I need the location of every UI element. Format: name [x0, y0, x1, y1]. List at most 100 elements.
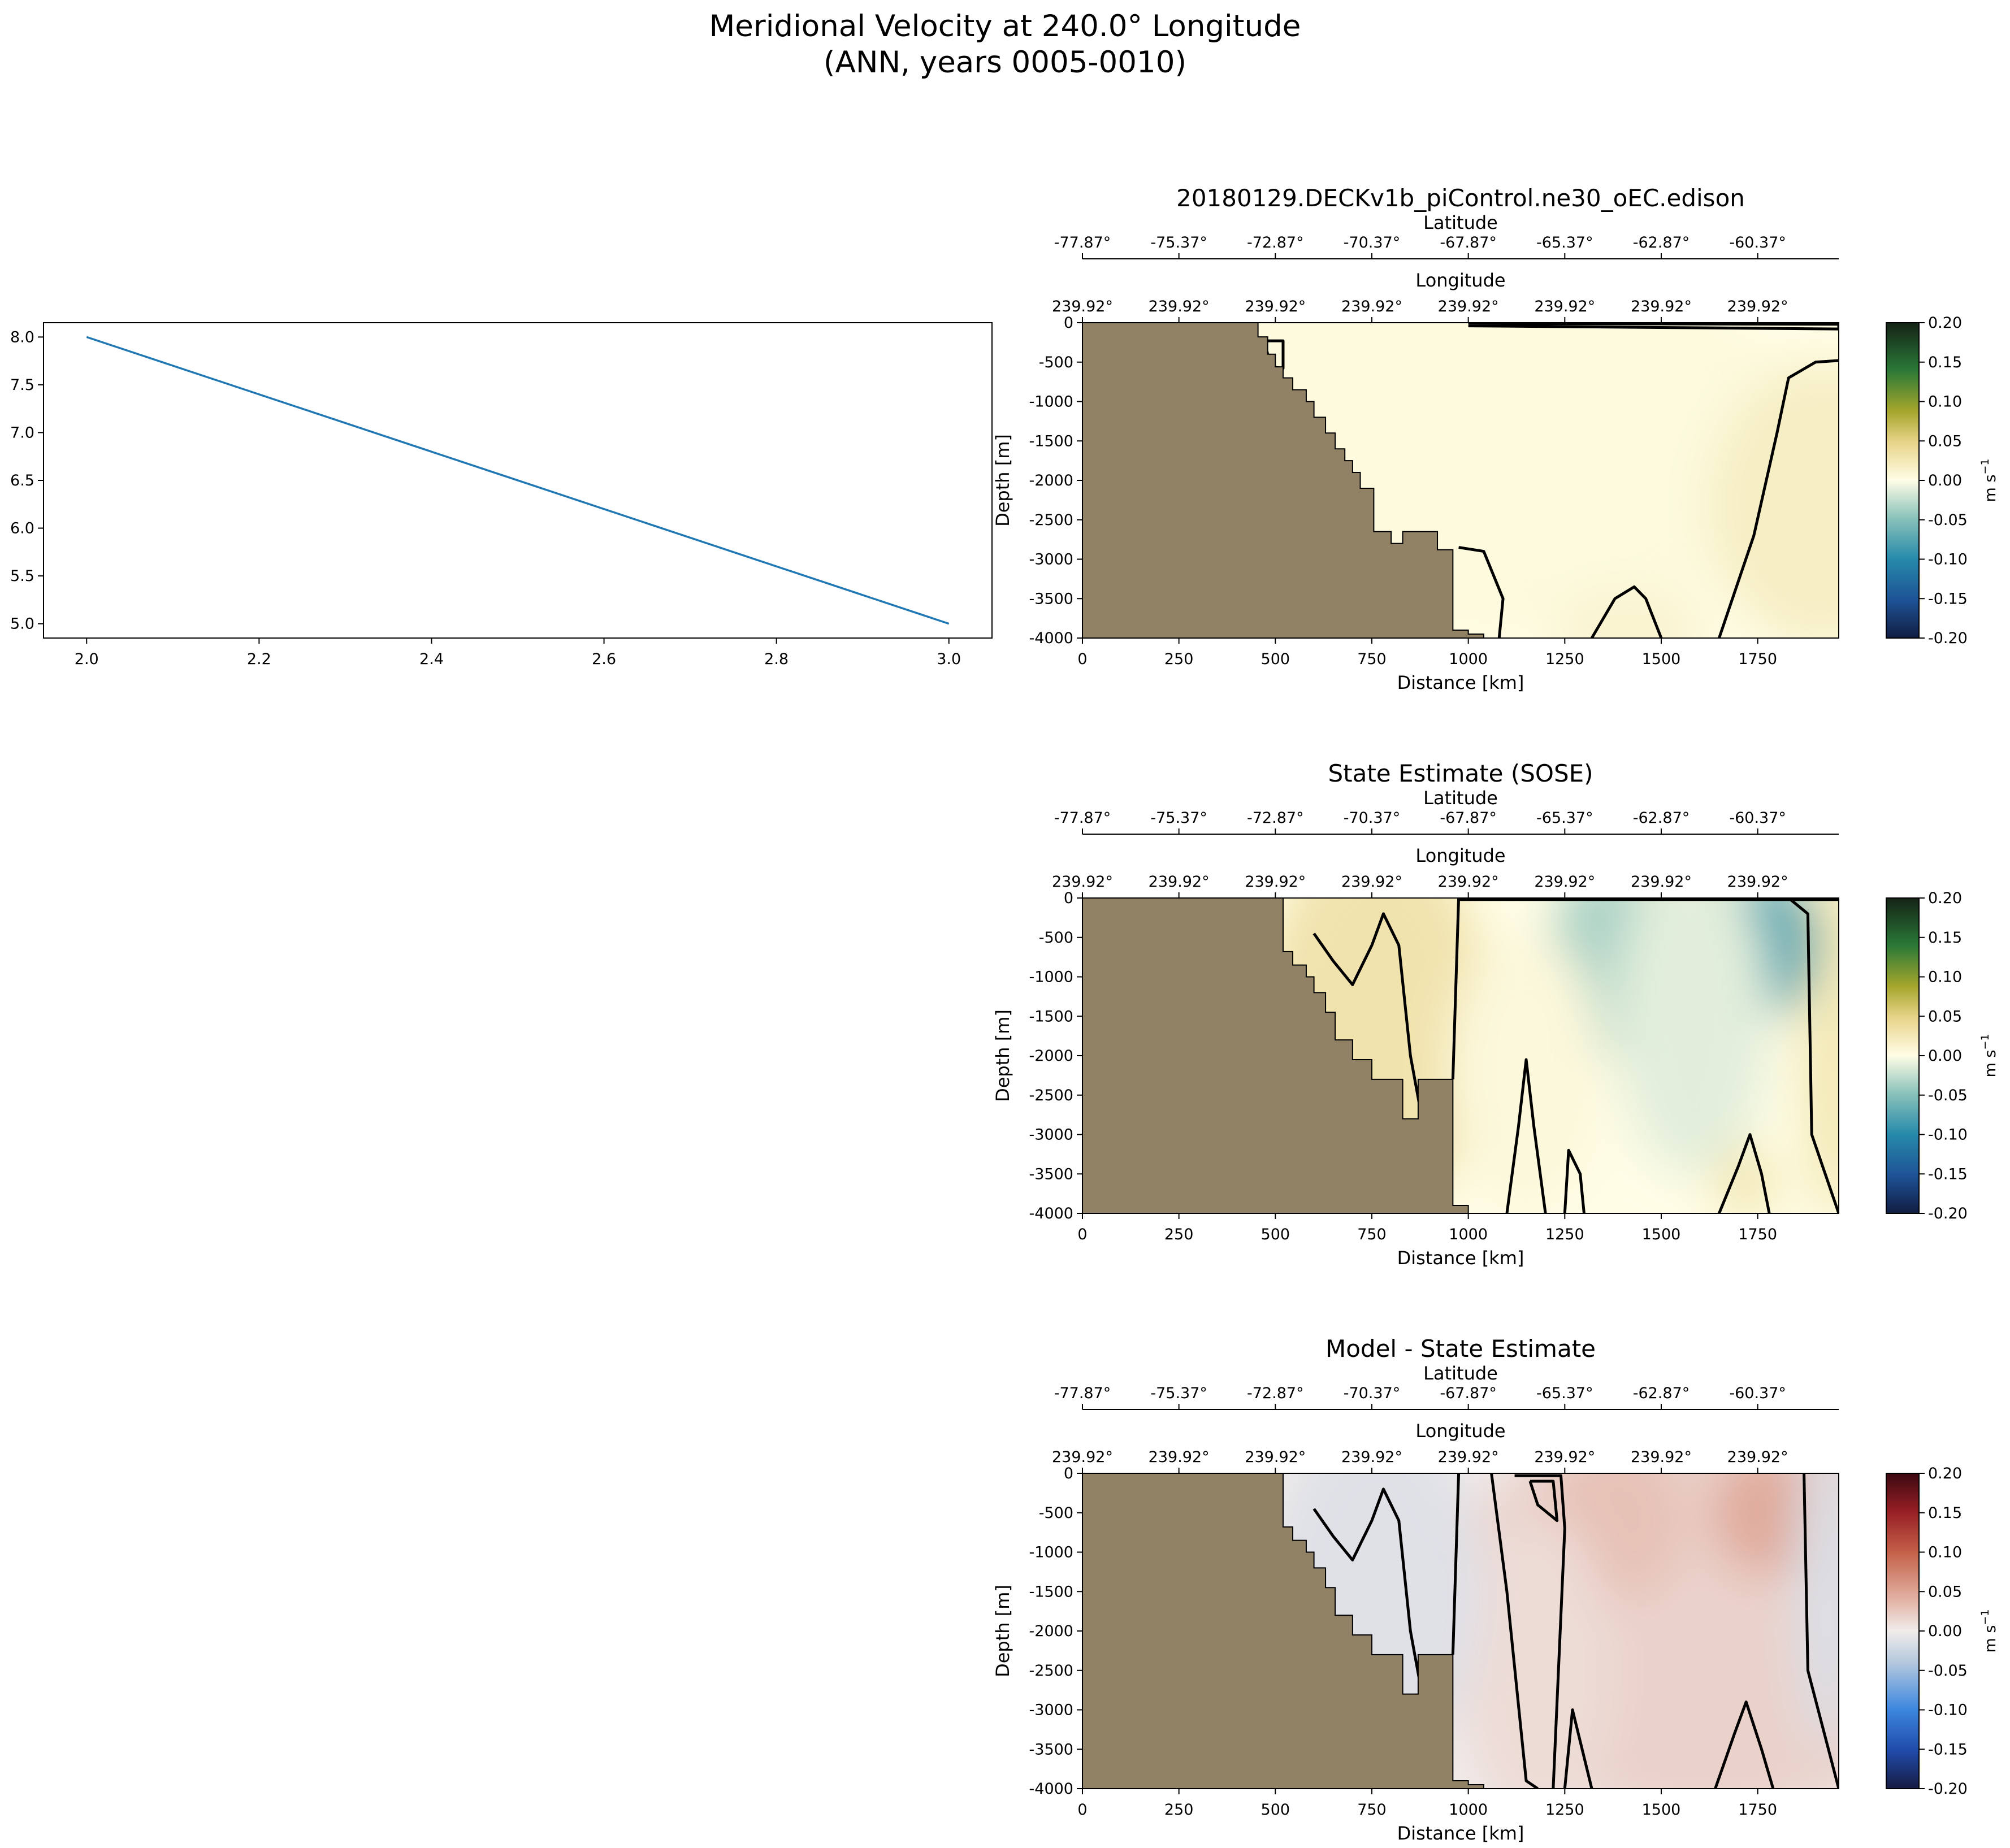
x-tick-label: 0: [1077, 650, 1087, 668]
y-tick-label: -1000: [1029, 1544, 1073, 1561]
contour-line: [1528, 1480, 1559, 1522]
latitude-tick-label: -62.87°: [1633, 1385, 1690, 1402]
latitude-tick-label: -67.87°: [1440, 809, 1497, 827]
latitude-tick-label: -65.37°: [1536, 234, 1593, 251]
contour-line: [1490, 1473, 1539, 1789]
field-anomaly: [1711, 1473, 1820, 1576]
contour-line: [1803, 1473, 1839, 1789]
x-tick-label: 2.4: [419, 650, 444, 668]
contour-line: [1458, 546, 1505, 638]
x-tick-label: 500: [1261, 650, 1290, 668]
colorbar-tick-label: -0.05: [1928, 1087, 1968, 1104]
y-tick-label: -3500: [1029, 590, 1073, 608]
longitude-tick-label: 239.92°: [1727, 298, 1788, 315]
x-tick-label: 1750: [1738, 1226, 1777, 1243]
y-tick-label: 7.0: [10, 424, 34, 441]
colorbar-label-unit: m s: [1982, 1050, 1999, 1078]
longitude-tick-label: 239.92°: [1245, 1448, 1306, 1466]
y-tick-label: -2000: [1029, 1623, 1073, 1640]
colorbar-tick-label: 0.10: [1928, 1544, 1962, 1561]
colorbar-tick-label: -0.05: [1928, 511, 1968, 529]
x-tick-label: 3.0: [937, 650, 961, 668]
x-tick-label: 1750: [1738, 1801, 1777, 1819]
colorbar-tick-label: 0.05: [1928, 1583, 1962, 1600]
latitude-tick-label: -60.37°: [1729, 809, 1786, 827]
colorbar-label: m s−1: [1979, 459, 1999, 502]
colorbar-tick-label: 0.20: [1928, 1465, 1962, 1482]
colorbar-tick-label: -0.15: [1928, 1165, 1968, 1183]
y-axis-label: Depth [m]: [992, 1585, 1013, 1677]
colorbar-tick-label: -0.15: [1928, 590, 1968, 608]
latitude-tick-label: -72.87°: [1247, 234, 1304, 251]
longitude-tick-label: 239.92°: [1534, 1448, 1595, 1466]
y-tick-label: -1500: [1029, 432, 1073, 450]
x-tick-label: 1750: [1738, 650, 1777, 668]
x-tick-label: 750: [1357, 1801, 1387, 1819]
longitude-tick-label: 239.92°: [1727, 873, 1788, 891]
colorbar-tick-label: 0.20: [1928, 890, 1962, 907]
x-tick-label: 750: [1357, 1226, 1387, 1243]
x-tick-label: 1500: [1642, 1801, 1681, 1819]
line-series: [86, 336, 950, 625]
contour-line: [1505, 1058, 1547, 1213]
y-tick-label: -500: [1039, 354, 1073, 371]
y-tick-label: -3000: [1029, 551, 1073, 569]
latitude-tick-label: -70.37°: [1344, 234, 1401, 251]
y-tick-label: 8.0: [10, 328, 34, 346]
y-tick-label: -3500: [1029, 1165, 1073, 1183]
longitude-tick-label: 239.92°: [1631, 1448, 1692, 1466]
contour-line: [1787, 898, 1839, 1213]
field-anomaly: [1461, 1512, 1615, 1789]
colorbar-label-unit: m s: [1982, 475, 1999, 502]
longitude-tick-label: 239.92°: [1245, 873, 1306, 891]
contour-line: [1451, 898, 1461, 1079]
colorbar: [1886, 897, 1920, 1214]
panel-title: 20180129.DECKv1b_piControl.ne30_oEC.edis…: [1176, 184, 1745, 212]
colorbar-tick-label: 0.15: [1928, 929, 1962, 947]
latitude-axis-label: Latitude: [1423, 212, 1498, 233]
y-tick-label: -4000: [1029, 630, 1073, 647]
y-tick-label: -1000: [1029, 393, 1073, 411]
y-tick-label: -500: [1039, 1504, 1073, 1522]
panel-title: Model - State Estimate: [1325, 1335, 1596, 1363]
longitude-tick-label: 239.92°: [1149, 298, 1210, 315]
contour-line: [1451, 1473, 1461, 1655]
y-tick-label: -500: [1039, 929, 1073, 947]
y-tick-label: 6.0: [10, 520, 34, 537]
y-tick-label: -2500: [1029, 1662, 1073, 1680]
x-tick-label: 1500: [1642, 650, 1681, 668]
latitude-axis-label: Latitude: [1423, 1363, 1498, 1384]
x-tick-label: 2.0: [75, 650, 99, 668]
x-tick-label: 250: [1164, 1226, 1194, 1243]
longitude-axis-label: Longitude: [1415, 845, 1505, 866]
longitude-axis-label: Longitude: [1415, 270, 1505, 291]
x-tick-label: 2.8: [764, 650, 789, 668]
contour-line: [1718, 1133, 1771, 1213]
y-tick-label: -1500: [1029, 1583, 1073, 1600]
latitude-tick-label: -70.37°: [1344, 809, 1401, 827]
colorbar-tick-label: -0.10: [1928, 1126, 1968, 1144]
x-tick-label: 1250: [1545, 650, 1584, 668]
colorbar-tick-label: 0.15: [1928, 354, 1962, 371]
longitude-tick-label: 239.92°: [1149, 873, 1210, 891]
zero-contours: [1312, 898, 1839, 1213]
latitude-tick-label: -70.37°: [1344, 1385, 1401, 1402]
x-tick-label: 0: [1077, 1801, 1087, 1819]
x-tick-label: 2.2: [247, 650, 271, 668]
y-tick-label: 7.5: [10, 376, 34, 394]
colorbar-tick-label: 0.05: [1928, 432, 1962, 450]
colorbar-tick-label: -0.20: [1928, 630, 1968, 647]
latitude-tick-label: -75.37°: [1150, 809, 1207, 827]
figure-title-line2: (ANN, years 0005-0010): [824, 45, 1186, 80]
model-section-panel: 20180129.DECKv1b_piControl.ne30_oEC.edis…: [992, 184, 1999, 693]
latitude-axis-label: Latitude: [1423, 787, 1498, 809]
y-tick-label: -2000: [1029, 472, 1073, 489]
longitude-tick-label: 239.92°: [1052, 298, 1113, 315]
sose-section-panel: State Estimate (SOSE)Latitude -77.87° -75.…: [992, 760, 1999, 1269]
colorbar-tick-label: -0.10: [1928, 1702, 1968, 1719]
latitude-tick-label: -65.37°: [1536, 1385, 1593, 1402]
colorbar-tick-label: 0.10: [1928, 969, 1962, 986]
colorbar-label: m s−1: [1979, 1034, 1999, 1078]
x-tick-label: 0: [1077, 1226, 1087, 1243]
